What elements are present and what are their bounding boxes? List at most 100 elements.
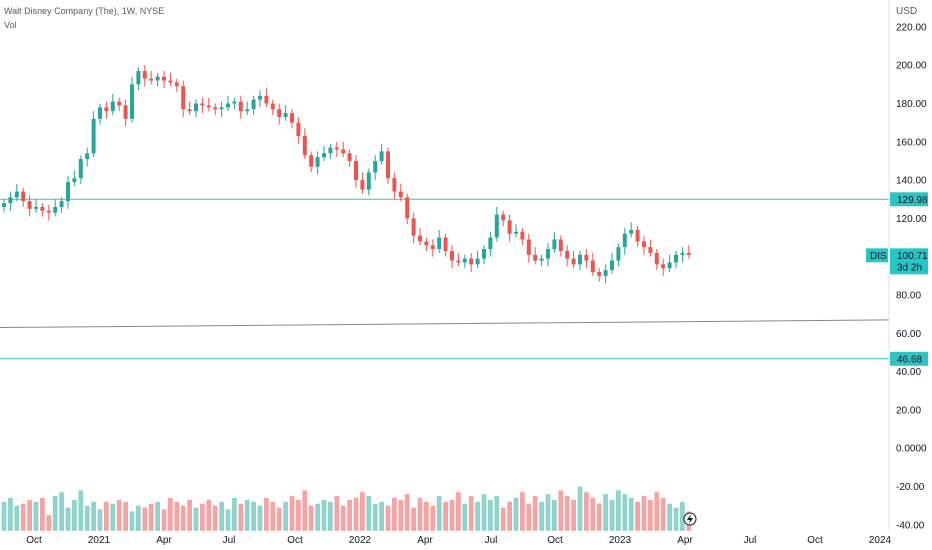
candle-body [648,247,653,253]
replay-icon[interactable] [683,512,697,526]
candle-body [616,247,621,261]
price-tick-label: 140.00 [896,176,927,187]
volume-bar [8,497,13,531]
price-tick-label: 180.00 [896,99,927,110]
candle-body [424,241,429,246]
candle-body [360,180,365,190]
volume-bar [449,499,455,531]
price-tick-label: 200.00 [896,61,927,72]
volume-bar [564,496,570,531]
candle-body [194,103,198,112]
time-axis-ticks: Oct 2021 Apr Jul Oct 2022 Apr Jul Oct 2023 Apr Jul O… [26,535,891,546]
volume-bar [392,497,397,531]
volume-bar [33,501,39,531]
price-line-badge [890,192,928,207]
candle-body [130,84,134,119]
volume-bar [648,499,653,531]
candle-body [674,254,678,263]
price-tick-label: 0.0000 [896,444,927,455]
volume-bar [315,503,320,531]
volume-bar [532,496,538,531]
candle-body [232,101,237,104]
candle-body [98,107,102,119]
volume-bar [385,505,391,531]
candle-body [277,109,282,117]
volume-bar [340,505,346,531]
candle-body [290,113,294,123]
candle-body [514,231,518,234]
volume-bar [513,497,519,531]
candle-body [603,270,608,276]
price-tick-label: 80.00 [896,291,921,302]
time-tick-label: Jul [223,535,236,546]
symbol-badge-label: DIS [870,251,887,262]
candle-body [168,80,173,83]
volume-bar [123,501,128,531]
volume-bar [20,503,26,531]
time-tick-label: Oct [26,535,42,546]
volume-bar [104,501,109,531]
volume-bar [1,501,7,531]
time-tick-label: 2022 [349,535,372,546]
candle-body [213,107,218,110]
volume-bar [424,501,429,531]
volume-bar [622,494,628,531]
volume-bar [680,501,685,531]
volume-bar [296,499,301,531]
volume-bar [97,509,103,531]
time-tick-label: Jul [485,535,498,546]
volume-bar [46,515,52,531]
volume-bar [257,505,263,531]
volume-bar [225,509,231,531]
volume-bar [577,486,583,531]
candle-body [14,191,19,198]
candle-body [392,178,397,192]
volume-bar [270,501,276,531]
candle-body [635,229,640,242]
candle-body [482,249,486,259]
volume-bar [411,507,416,531]
volume-bar [609,499,615,531]
volume-bar [187,499,192,531]
candle-body [123,105,128,119]
candle-body [181,86,186,110]
candle-body [302,136,307,156]
volume-bar [443,501,448,531]
volume-bar [65,507,71,531]
volume-bar [590,497,596,531]
candle-body [622,233,627,248]
volume-bar [116,499,122,531]
volume-bar [398,499,404,531]
candle-body [149,78,154,81]
candle-body [418,235,422,242]
price-tick-label: 40.00 [896,367,921,378]
volume-bar [673,507,679,531]
candle-body [283,113,288,117]
candle-body [53,206,58,213]
candle-body [251,99,256,110]
candle-body [642,241,646,248]
volume-bar [520,492,525,531]
volume-bar [558,490,564,531]
candle-body [162,76,166,81]
candle-body [2,203,6,207]
candle-body [264,95,269,104]
volume-bar [180,505,186,531]
volume-bar [84,505,90,531]
volume-bar [136,505,141,531]
candle-body [686,252,691,255]
volume-bar [251,501,256,531]
candle-body [520,231,525,240]
volume-bar [660,497,666,531]
candle-body [430,245,435,250]
time-tick-label: 2023 [609,535,632,546]
volume-bar [500,507,506,531]
candle-body [546,249,550,259]
candle-body [571,258,576,265]
candle-body [334,147,339,150]
candle-body [40,206,45,211]
volume-bar [488,499,493,531]
candle-body [661,264,666,269]
